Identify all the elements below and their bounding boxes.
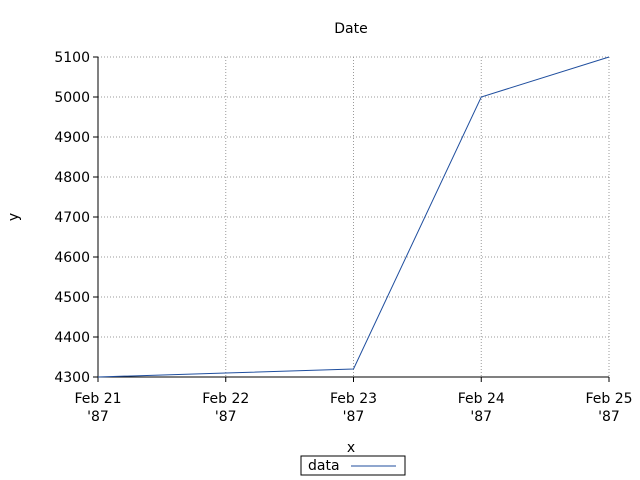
- y-tick-label: 5100: [54, 50, 90, 66]
- series-layer: [97, 56, 610, 378]
- x-axis-label: x: [347, 440, 355, 456]
- y-tick-label: 4600: [54, 250, 90, 266]
- x-tick-label: Feb 22: [202, 391, 249, 407]
- grid: [97, 56, 610, 378]
- series-line: [97, 56, 610, 378]
- x-tick-labels: Feb 21 '87 Feb 22 '87 Feb 23 '87 Feb 24 '87 Feb …: [74, 391, 632, 425]
- legend-label: data: [308, 458, 340, 474]
- y-tick-label: 4700: [54, 210, 90, 226]
- x-tick-label: Feb 21: [74, 391, 121, 407]
- x-tick-label: Feb 24: [458, 391, 505, 407]
- x-tick-label-year: '87: [470, 409, 492, 425]
- x-tick-label-year: '87: [87, 409, 109, 425]
- x-tick-label: Feb 25: [585, 391, 632, 407]
- y-tick-label: 4400: [54, 330, 90, 346]
- y-tick-labels: 4300 4400 4500 4600 4700 4800 4900 5000 5100: [54, 50, 90, 386]
- y-tick-label: 4900: [54, 130, 90, 146]
- y-tick-label: 4500: [54, 290, 90, 306]
- x-tick-label-year: '87: [343, 409, 365, 425]
- x-tick-label: Feb 23: [330, 391, 377, 407]
- y-tick-label: 4800: [54, 170, 90, 186]
- x-tick-label-year: '87: [215, 409, 237, 425]
- x-tick-label-year: '87: [598, 409, 620, 425]
- legend: data: [300, 455, 406, 476]
- chart-title: Date: [334, 21, 367, 37]
- axes: [93, 56, 610, 382]
- y-tick-label: 4300: [54, 370, 90, 386]
- y-tick-label: 5000: [54, 90, 90, 106]
- y-axis-label: y: [6, 213, 22, 221]
